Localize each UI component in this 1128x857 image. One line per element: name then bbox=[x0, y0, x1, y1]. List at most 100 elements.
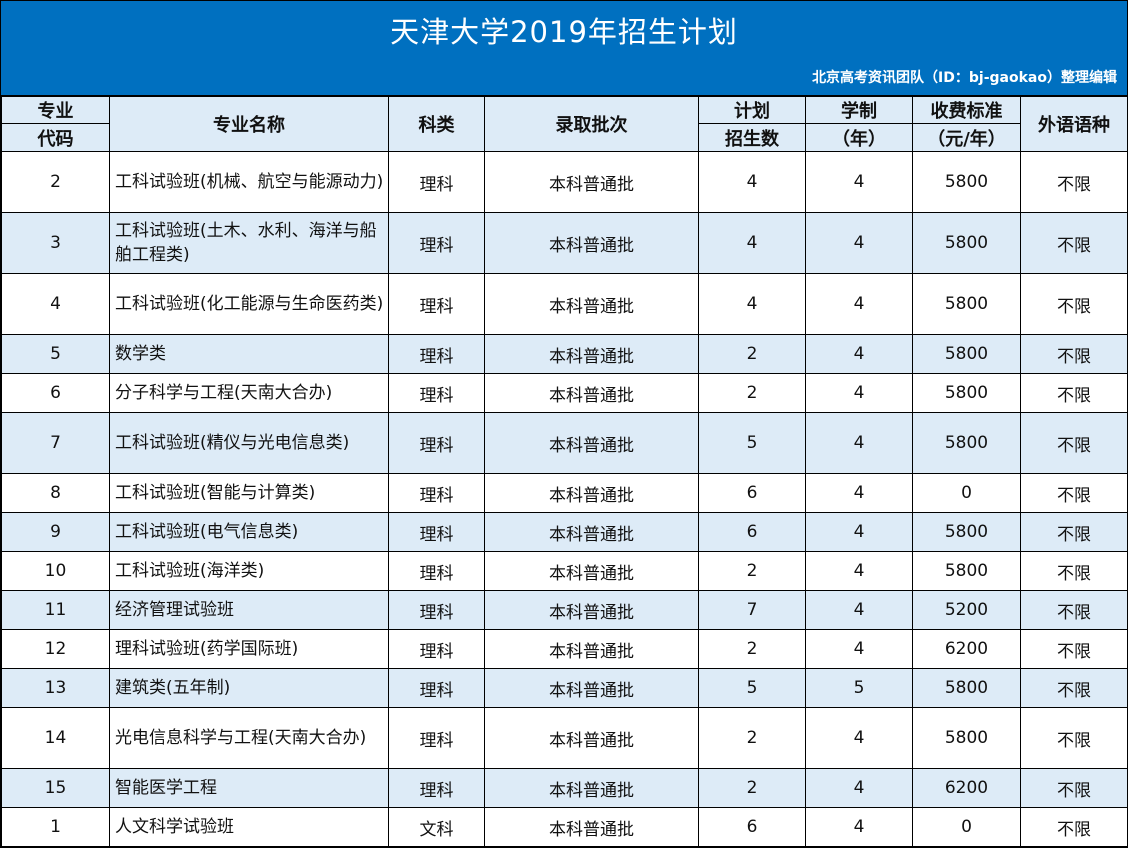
header-years-top: 学制 bbox=[805, 96, 913, 124]
tuition-fee-cell: 5800 bbox=[912, 707, 1021, 769]
header-batch: 录取批次 bbox=[484, 96, 699, 152]
language-requirement-cell: 不限 bbox=[1020, 412, 1128, 474]
tuition-fee-cell: 5800 bbox=[912, 668, 1021, 708]
major-name-cell: 经济管理试验班 bbox=[109, 590, 389, 630]
table-row: 6 分子科学与工程(天南大合办) 理科 本科普通批 2 4 5800 不限 bbox=[1, 373, 1128, 413]
study-years-cell: 4 bbox=[805, 590, 913, 630]
plan-count-cell: 2 bbox=[698, 334, 806, 374]
major-code-cell: 13 bbox=[1, 668, 110, 708]
language-requirement-cell: 不限 bbox=[1020, 590, 1128, 630]
table-row: 14 光电信息科学与工程(天南大合办) 理科 本科普通批 2 4 5800 不限 bbox=[1, 707, 1128, 769]
language-requirement-cell: 不限 bbox=[1020, 273, 1128, 335]
major-name-cell: 人文科学试验班 bbox=[109, 807, 389, 847]
category-cell: 文科 bbox=[388, 807, 485, 847]
major-name-cell: 工科试验班(精仪与光电信息类) bbox=[109, 412, 389, 474]
batch-cell: 本科普通批 bbox=[484, 807, 699, 847]
plan-count-cell: 6 bbox=[698, 473, 806, 513]
table-row: 15 智能医学工程 理科 本科普通批 2 4 6200 不限 bbox=[1, 768, 1128, 808]
category-cell: 理科 bbox=[388, 151, 485, 213]
language-requirement-cell: 不限 bbox=[1020, 551, 1128, 591]
category-cell: 理科 bbox=[388, 473, 485, 513]
table-row: 1 人文科学试验班 文科 本科普通批 6 4 0 不限 bbox=[1, 807, 1128, 847]
admission-table: 专业 专业名称 科类 录取批次 计划 学制 收费标准 外语语种 代码 招生数 （… bbox=[1, 96, 1128, 847]
batch-cell: 本科普通批 bbox=[484, 473, 699, 513]
plan-count-cell: 2 bbox=[698, 707, 806, 769]
header-major-name: 专业名称 bbox=[109, 96, 389, 152]
title-banner: 天津大学2019年招生计划 北京高考资讯团队（ID：bj-gaokao）整理编辑 bbox=[1, 1, 1127, 96]
header-category: 科类 bbox=[388, 96, 485, 152]
major-code-cell: 9 bbox=[1, 512, 110, 552]
category-cell: 理科 bbox=[388, 768, 485, 808]
batch-cell: 本科普通批 bbox=[484, 151, 699, 213]
table-row: 9 工科试验班(电气信息类) 理科 本科普通批 6 4 5800 不限 bbox=[1, 512, 1128, 552]
language-requirement-cell: 不限 bbox=[1020, 212, 1128, 274]
study-years-cell: 4 bbox=[805, 512, 913, 552]
tuition-fee-cell: 5800 bbox=[912, 212, 1021, 274]
batch-cell: 本科普通批 bbox=[484, 273, 699, 335]
category-cell: 理科 bbox=[388, 551, 485, 591]
table-row: 10 工科试验班(海洋类) 理科 本科普通批 2 4 5800 不限 bbox=[1, 551, 1128, 591]
plan-count-cell: 5 bbox=[698, 412, 806, 474]
plan-count-cell: 7 bbox=[698, 590, 806, 630]
tuition-fee-cell: 5800 bbox=[912, 273, 1021, 335]
header-language: 外语语种 bbox=[1020, 96, 1128, 152]
batch-cell: 本科普通批 bbox=[484, 373, 699, 413]
table-row: 11 经济管理试验班 理科 本科普通批 7 4 5200 不限 bbox=[1, 590, 1128, 630]
table-row: 7 工科试验班(精仪与光电信息类) 理科 本科普通批 5 4 5800 不限 bbox=[1, 412, 1128, 474]
tuition-fee-cell: 5800 bbox=[912, 551, 1021, 591]
plan-count-cell: 2 bbox=[698, 373, 806, 413]
tuition-fee-cell: 5800 bbox=[912, 334, 1021, 374]
study-years-cell: 4 bbox=[805, 212, 913, 274]
major-code-cell: 7 bbox=[1, 412, 110, 474]
header-fee-top: 收费标准 bbox=[912, 96, 1021, 124]
header-years-bottom: （年） bbox=[805, 123, 913, 152]
language-requirement-cell: 不限 bbox=[1020, 151, 1128, 213]
plan-count-cell: 4 bbox=[698, 273, 806, 335]
major-name-cell: 工科试验班(智能与计算类) bbox=[109, 473, 389, 513]
major-name-cell: 工科试验班(化工能源与生命医药类) bbox=[109, 273, 389, 335]
category-cell: 理科 bbox=[388, 334, 485, 374]
major-name-cell: 分子科学与工程(天南大合办) bbox=[109, 373, 389, 413]
study-years-cell: 4 bbox=[805, 473, 913, 513]
major-code-cell: 1 bbox=[1, 807, 110, 847]
table-row: 2 工科试验班(机械、航空与能源动力) 理科 本科普通批 4 4 5800 不限 bbox=[1, 151, 1128, 213]
study-years-cell: 4 bbox=[805, 334, 913, 374]
category-cell: 理科 bbox=[388, 373, 485, 413]
header-plan-bottom: 招生数 bbox=[698, 123, 806, 152]
table-row: 12 理科试验班(药学国际班) 理科 本科普通批 2 4 6200 不限 bbox=[1, 629, 1128, 669]
study-years-cell: 4 bbox=[805, 373, 913, 413]
header-plan-top: 计划 bbox=[698, 96, 806, 124]
plan-count-cell: 6 bbox=[698, 807, 806, 847]
table-row: 8 工科试验班(智能与计算类) 理科 本科普通批 6 4 0 不限 bbox=[1, 473, 1128, 513]
batch-cell: 本科普通批 bbox=[484, 551, 699, 591]
language-requirement-cell: 不限 bbox=[1020, 373, 1128, 413]
major-name-cell: 光电信息科学与工程(天南大合办) bbox=[109, 707, 389, 769]
major-name-cell: 工科试验班(电气信息类) bbox=[109, 512, 389, 552]
study-years-cell: 4 bbox=[805, 412, 913, 474]
plan-count-cell: 2 bbox=[698, 629, 806, 669]
source-credit: 北京高考资讯团队（ID：bj-gaokao）整理编辑 bbox=[812, 70, 1117, 86]
plan-count-cell: 2 bbox=[698, 551, 806, 591]
major-code-cell: 10 bbox=[1, 551, 110, 591]
study-years-cell: 4 bbox=[805, 551, 913, 591]
major-code-cell: 11 bbox=[1, 590, 110, 630]
tuition-fee-cell: 6200 bbox=[912, 629, 1021, 669]
tuition-fee-cell: 5800 bbox=[912, 412, 1021, 474]
tuition-fee-cell: 5200 bbox=[912, 590, 1021, 630]
tuition-fee-cell: 5800 bbox=[912, 373, 1021, 413]
plan-count-cell: 4 bbox=[698, 151, 806, 213]
major-name-cell: 智能医学工程 bbox=[109, 768, 389, 808]
plan-count-cell: 2 bbox=[698, 768, 806, 808]
category-cell: 理科 bbox=[388, 273, 485, 335]
category-cell: 理科 bbox=[388, 212, 485, 274]
study-years-cell: 4 bbox=[805, 768, 913, 808]
language-requirement-cell: 不限 bbox=[1020, 629, 1128, 669]
plan-count-cell: 5 bbox=[698, 668, 806, 708]
major-name-cell: 数学类 bbox=[109, 334, 389, 374]
major-name-cell: 工科试验班(海洋类) bbox=[109, 551, 389, 591]
batch-cell: 本科普通批 bbox=[484, 412, 699, 474]
language-requirement-cell: 不限 bbox=[1020, 807, 1128, 847]
plan-count-cell: 4 bbox=[698, 212, 806, 274]
major-name-cell: 工科试验班(机械、航空与能源动力) bbox=[109, 151, 389, 213]
major-code-cell: 8 bbox=[1, 473, 110, 513]
